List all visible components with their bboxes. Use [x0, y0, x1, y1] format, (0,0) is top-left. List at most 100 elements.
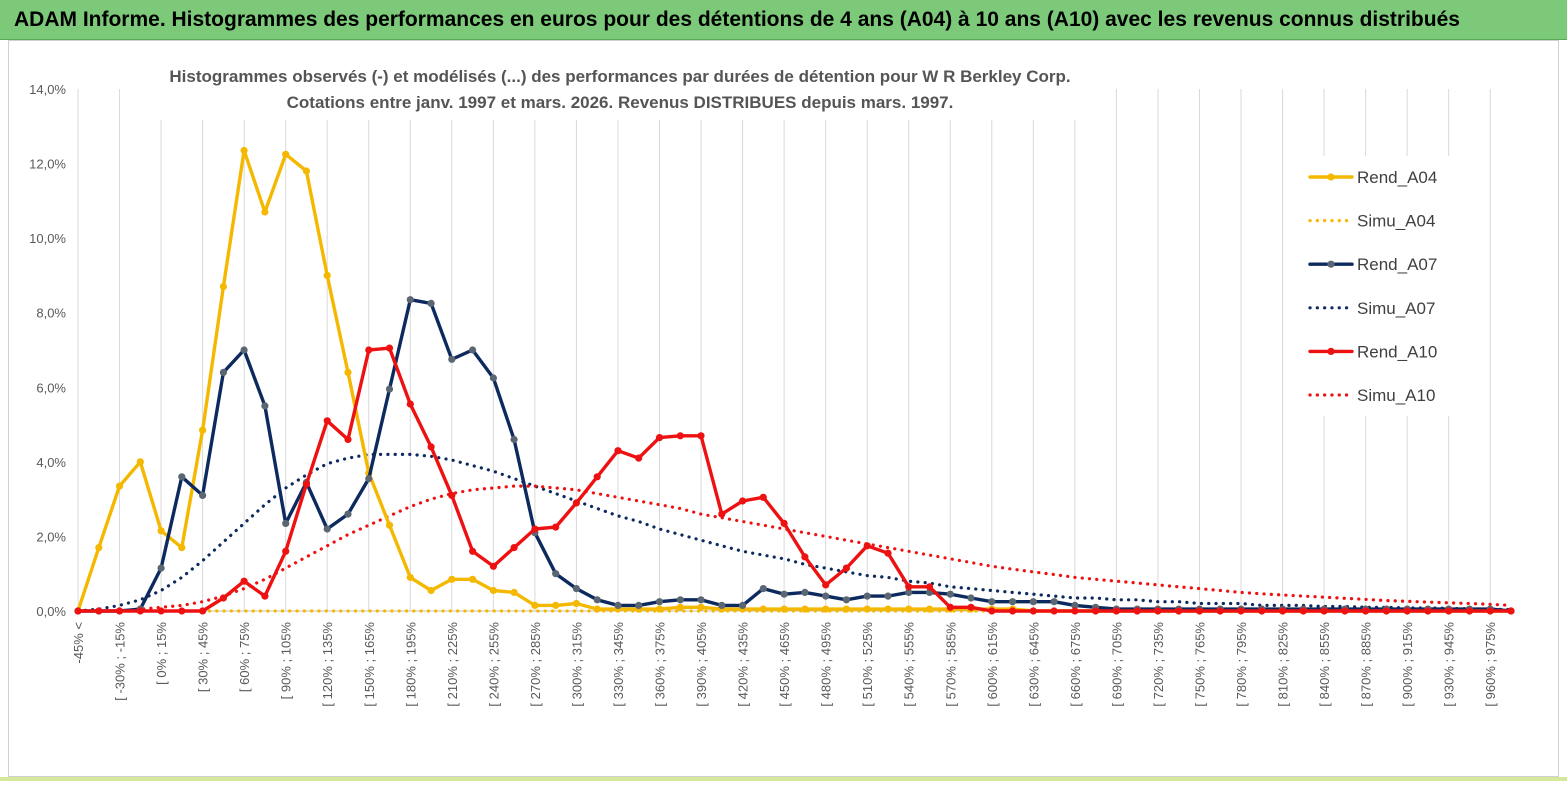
x-tick-label: [ 870% ; 885% — [1359, 622, 1374, 707]
data-point — [199, 491, 207, 499]
data-point — [614, 447, 622, 455]
data-point — [406, 573, 414, 582]
data-point — [1071, 601, 1079, 610]
y-tick-label: 8,0% — [36, 306, 66, 321]
data-point — [157, 564, 165, 572]
legend-label: Simu_A07 — [1357, 299, 1435, 318]
chart-frame — [8, 40, 1559, 777]
data-point — [199, 607, 207, 615]
legend-item-Simu_A10: Simu_A10 — [1308, 386, 1435, 405]
data-point — [1299, 607, 1307, 615]
data-point — [780, 590, 788, 598]
data-point — [219, 594, 227, 602]
data-point — [1029, 598, 1037, 606]
data-point — [946, 590, 954, 598]
x-tick-label: [ 390% ; 405% — [694, 622, 709, 707]
data-point — [219, 283, 227, 291]
data-point — [655, 434, 664, 442]
data-point — [884, 605, 892, 613]
x-tick-label: [ 540% ; 555% — [902, 622, 917, 707]
data-point — [759, 605, 767, 613]
x-tick-label: [ 810% ; 825% — [1276, 622, 1291, 707]
x-tick-label: [ 450% ; 465% — [777, 622, 792, 707]
data-point — [801, 605, 809, 613]
footer-accent-line — [0, 777, 1567, 781]
data-point — [136, 458, 144, 466]
data-point — [1486, 607, 1494, 615]
y-tick-label: 14,0% — [29, 82, 66, 97]
legend-label: Rend_A07 — [1357, 255, 1437, 274]
data-point — [1424, 607, 1432, 615]
data-point — [510, 435, 518, 444]
data-point — [115, 482, 124, 490]
legend-label: Rend_A04 — [1357, 168, 1437, 187]
x-tick-label: [ 930% ; 945% — [1442, 622, 1457, 707]
data-point — [344, 510, 352, 518]
data-point — [1279, 607, 1287, 615]
data-point — [1465, 607, 1474, 615]
data-point — [884, 549, 892, 557]
series-layer — [74, 146, 1515, 615]
data-point — [1445, 607, 1453, 615]
data-point — [323, 271, 331, 279]
data-point — [1112, 607, 1120, 615]
data-point — [1507, 607, 1515, 615]
data-point — [74, 607, 82, 615]
x-tick-label: [ 510% ; 525% — [860, 622, 875, 707]
data-point — [95, 607, 103, 615]
data-point — [1382, 607, 1390, 615]
x-tick-label: [ 600% ; 615% — [985, 622, 1000, 707]
data-point — [178, 473, 186, 481]
legend-item-Simu_A07: Simu_A07 — [1308, 299, 1435, 318]
data-point — [448, 355, 456, 363]
data-point — [240, 346, 248, 354]
data-point — [718, 601, 726, 610]
data-point — [863, 592, 871, 600]
data-point — [344, 435, 352, 444]
data-point — [1403, 607, 1411, 615]
data-point — [718, 510, 726, 518]
data-point — [1320, 607, 1328, 615]
data-point — [219, 368, 227, 376]
series-Simu_A10 — [76, 484, 1513, 613]
y-tick-label: 12,0% — [29, 157, 66, 172]
data-point — [1362, 607, 1370, 615]
data-point — [842, 564, 851, 572]
data-point — [489, 562, 497, 570]
data-point — [406, 296, 414, 304]
data-point — [1050, 598, 1058, 606]
data-point — [261, 402, 269, 410]
y-tick-label: 0,0% — [36, 604, 66, 619]
data-point — [115, 607, 124, 615]
data-point — [1341, 607, 1349, 615]
y-tick-label: 10,0% — [29, 231, 66, 246]
data-point — [655, 605, 664, 613]
x-axis: -45% < [ -30% ; -15% [ 0% ; 15% [ 30% ; 45%… — [71, 622, 1498, 707]
data-point — [863, 542, 871, 550]
data-point — [469, 575, 477, 583]
data-point — [469, 346, 477, 354]
data-point — [925, 583, 934, 591]
x-tick-label: [ 330% ; 345% — [611, 622, 626, 707]
data-point — [1216, 607, 1224, 615]
data-point — [448, 491, 456, 499]
data-point — [261, 208, 269, 216]
y-tick-label: 6,0% — [36, 380, 66, 395]
legend-label: Simu_A04 — [1357, 212, 1435, 231]
x-tick-label: [ 720% ; 735% — [1151, 622, 1166, 707]
data-point — [199, 426, 207, 434]
data-point — [572, 499, 581, 507]
legend-item-Rend_A07: Rend_A07 — [1308, 255, 1437, 274]
legend-background — [1296, 156, 1456, 416]
data-point — [572, 599, 581, 608]
series-line — [76, 484, 1513, 613]
data-point — [302, 167, 310, 175]
chart-subtitle: Cotations entre janv. 1997 et mars. 2026… — [287, 93, 954, 112]
data-point — [1175, 607, 1183, 615]
legend-item-Rend_A04: Rend_A04 — [1308, 168, 1437, 187]
data-point — [552, 601, 560, 610]
data-point — [427, 586, 435, 595]
data-point — [822, 605, 830, 613]
data-point — [448, 575, 456, 583]
